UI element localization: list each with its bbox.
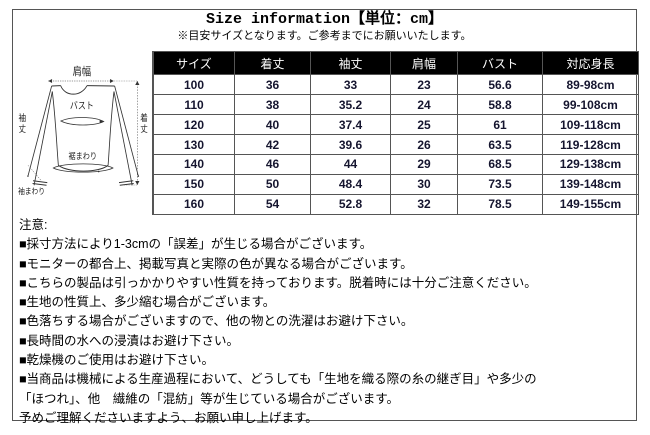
svg-text:着: 着 xyxy=(140,112,148,123)
svg-text:丈: 丈 xyxy=(140,123,148,134)
svg-text:バスト: バスト xyxy=(70,100,94,111)
svg-text:裾まわり: 裾まわり xyxy=(68,150,96,161)
svg-text:袖: 袖 xyxy=(18,112,26,123)
svg-text:肩幅: 肩幅 xyxy=(73,64,91,78)
svg-text:丈: 丈 xyxy=(18,123,26,134)
svg-text:袖まわり: 袖まわり xyxy=(18,186,45,196)
